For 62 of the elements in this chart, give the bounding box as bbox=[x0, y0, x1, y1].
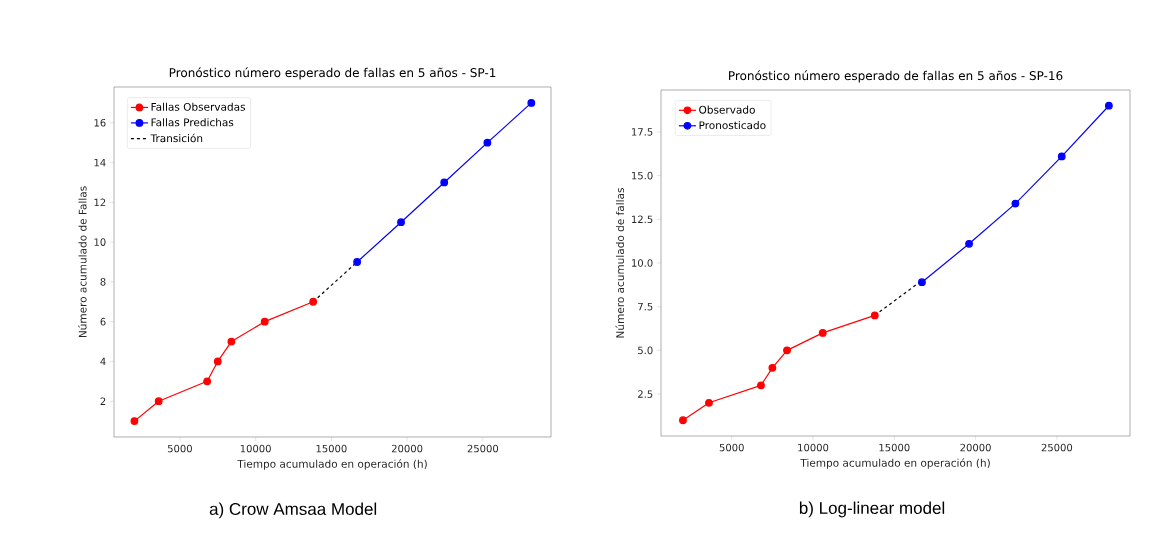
point bbox=[227, 337, 236, 346]
y-tick-label: 10 bbox=[94, 238, 106, 246]
point bbox=[309, 297, 318, 306]
point bbox=[705, 398, 713, 407]
point bbox=[213, 357, 222, 366]
point bbox=[1104, 101, 1113, 110]
text: b) Log-linear model bbox=[799, 501, 945, 518]
x-tick-label: 20000 bbox=[960, 443, 991, 452]
y-tick-label: 12 bbox=[94, 198, 106, 207]
y-tick-label: 2.5 bbox=[638, 390, 653, 398]
y-tick-label: 2 bbox=[100, 397, 106, 405]
y-tick-label: 10.0 bbox=[632, 259, 653, 267]
y-tick-label: 8 bbox=[100, 278, 106, 286]
point bbox=[397, 218, 405, 227]
point bbox=[203, 377, 212, 386]
x-tick-label: 25000 bbox=[467, 444, 499, 453]
point bbox=[768, 363, 777, 372]
point bbox=[527, 99, 536, 107]
chart-title: Pronóstico número esperado de fallas en 5 años - SP-16 bbox=[729, 70, 1063, 83]
y-tick-label: 17.5 bbox=[632, 128, 653, 136]
point bbox=[353, 258, 362, 266]
x-tick-label: 15000 bbox=[879, 443, 910, 452]
point bbox=[260, 317, 269, 326]
y-tick-label: 4 bbox=[100, 357, 106, 366]
y-tick-label: 6 bbox=[100, 317, 106, 326]
point bbox=[918, 278, 926, 287]
chart-title: Pronóstico número esperado de fallas en 5 años - SP-1 bbox=[169, 67, 496, 80]
x-tick-label: 10000 bbox=[240, 444, 271, 453]
legend-label: Fallas Observadas bbox=[151, 102, 246, 111]
x-axis-title: Tiempo acumulado en operación (h) bbox=[800, 458, 990, 469]
y-tick-label: 7.5 bbox=[638, 302, 653, 311]
point bbox=[818, 329, 827, 337]
point bbox=[679, 416, 687, 425]
legend-label: Observado bbox=[699, 105, 755, 114]
point bbox=[1057, 152, 1066, 161]
y-tick-label: 12.5 bbox=[632, 215, 653, 224]
legend-label: Pronosticado bbox=[699, 121, 766, 130]
point bbox=[965, 239, 973, 248]
x-tick-label: 5000 bbox=[167, 444, 192, 453]
y-tick-label: 15.0 bbox=[632, 171, 653, 180]
point bbox=[783, 346, 791, 355]
x-tick-label: 10000 bbox=[798, 443, 829, 452]
x-tick-label: 15000 bbox=[316, 444, 347, 453]
point bbox=[757, 381, 765, 390]
point bbox=[483, 138, 492, 147]
point bbox=[154, 397, 163, 406]
point bbox=[440, 178, 449, 187]
point bbox=[870, 311, 879, 320]
y-tick-label: 16 bbox=[94, 119, 106, 127]
legend-label: Fallas Predichas bbox=[151, 118, 234, 127]
y-axis-title: Número acumulado de Fallas bbox=[78, 186, 87, 338]
y-tick-label: 14 bbox=[94, 158, 106, 167]
x-axis-title: Tiempo acumulado en operación (h) bbox=[237, 459, 427, 470]
point bbox=[1011, 199, 1020, 208]
point bbox=[130, 417, 139, 425]
legend-label: Transición bbox=[150, 133, 203, 143]
text: a) Crow Amsaa Model bbox=[209, 502, 377, 519]
x-tick-label: 20000 bbox=[391, 444, 423, 453]
x-tick-label: 5000 bbox=[719, 443, 744, 452]
x-tick-label: 25000 bbox=[1041, 443, 1073, 452]
y-axis-title: Número acumulado de fallas bbox=[615, 188, 625, 338]
y-tick-label: 5.0 bbox=[638, 346, 653, 355]
